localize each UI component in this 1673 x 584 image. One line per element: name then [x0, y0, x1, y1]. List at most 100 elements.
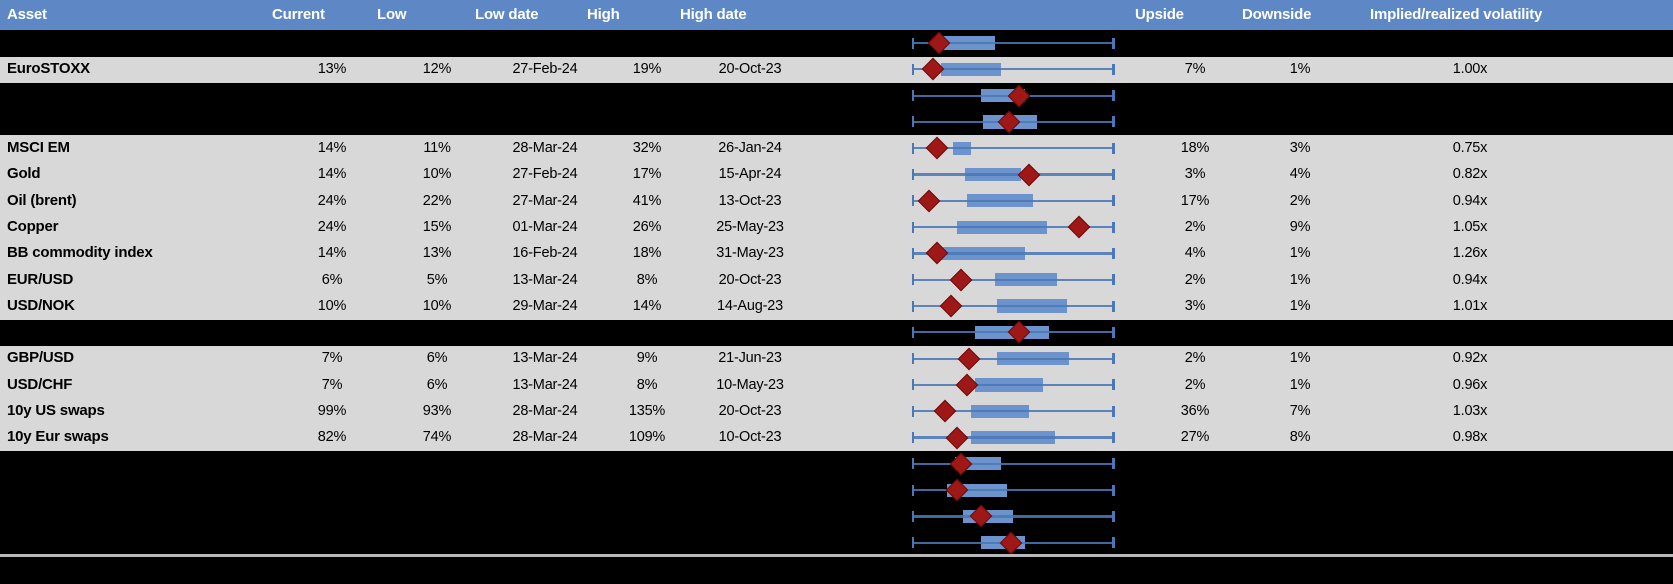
whisker-cap-right-icon: [1112, 90, 1115, 102]
cell-downside: 4%: [1289, 166, 1311, 183]
cell-current: 99%: [317, 403, 347, 420]
cell-high-date: 26-Jan-24: [718, 140, 782, 157]
whisker-cap-right-icon: [1112, 274, 1115, 286]
current-marker-diamond-icon: [957, 347, 981, 370]
asset-label: EuroSTOXX: [7, 60, 90, 78]
cell-low-date: 16-Feb-24: [512, 245, 578, 262]
col-header-upside: Upside: [1135, 6, 1184, 23]
boxplot-row: [0, 240, 1673, 266]
whisker-cap-left-icon: [911, 274, 914, 286]
cell-current: 7%: [321, 376, 343, 393]
cell-upside: 4%: [1184, 245, 1206, 262]
cell-upside: 2%: [1184, 376, 1206, 393]
cell-current: 14%: [317, 140, 347, 157]
whisker-line: [913, 278, 1113, 281]
whisker-line: [913, 410, 1113, 413]
whisker-cap-right-icon: [1112, 326, 1115, 338]
cell-high: 109%: [628, 429, 666, 446]
table-row: Gold 14% 10% 27-Feb-24 17% 15-Apr-24 3% …: [0, 161, 1673, 187]
col-header-high-date: High date: [680, 6, 747, 23]
current-marker-diamond-icon: [917, 189, 941, 213]
boxplot-row: [0, 345, 1673, 371]
boxplot-row: [0, 477, 1673, 503]
col-header-high: High: [587, 6, 620, 23]
whisker-cap-right-icon: [1112, 432, 1115, 444]
table-row: GBP/USD 7% 6% 13-Mar-24 9% 21-Jun-23 2% …: [0, 345, 1673, 371]
whisker-cap-right-icon: [1112, 195, 1115, 207]
cell-high-date: 21-Jun-23: [718, 350, 782, 367]
current-marker-diamond-icon: [997, 110, 1021, 134]
cell-implied-realized: 0.96x: [1452, 376, 1488, 393]
cell-downside: 1%: [1289, 376, 1311, 393]
current-marker-diamond-icon: [949, 268, 973, 292]
whisker-line: [913, 199, 1113, 202]
whisker-cap-left-icon: [911, 300, 914, 312]
current-marker-diamond-icon: [999, 531, 1023, 555]
cell-current: 14%: [317, 166, 347, 183]
cell-downside: 3%: [1289, 140, 1311, 157]
cell-high-date: 10-Oct-23: [718, 429, 782, 446]
cell-upside: 2%: [1184, 218, 1206, 235]
current-marker-diamond-icon: [1067, 215, 1091, 239]
col-header-current: Current: [272, 6, 325, 23]
asset-label: BB commodity index: [7, 244, 153, 262]
asset-label: GBP/USD: [7, 349, 74, 367]
whisker-cap-left-icon: [911, 326, 914, 338]
cell-upside: 18%: [1180, 140, 1210, 157]
cell-implied-realized: 0.92x: [1452, 350, 1488, 367]
current-marker-diamond-icon: [949, 452, 973, 476]
whisker-cap-left-icon: [911, 537, 914, 549]
whisker-cap-left-icon: [911, 353, 914, 365]
bottom-divider: [0, 554, 1673, 557]
cell-upside: 2%: [1184, 350, 1206, 367]
cell-low: 10%: [422, 297, 452, 314]
whisker-line: [913, 304, 1113, 308]
cell-low-date: 13-Mar-24: [512, 376, 578, 393]
whisker-line: [913, 383, 1113, 387]
cell-high: 17%: [632, 166, 662, 183]
whisker-cap-right-icon: [1112, 353, 1115, 365]
boxplot-row: [0, 424, 1673, 450]
cell-downside: 8%: [1289, 429, 1311, 446]
cell-high-date: 25-May-23: [716, 218, 784, 235]
whisker-cap-right-icon: [1112, 300, 1115, 312]
cell-low: 22%: [422, 192, 452, 209]
table-row: Copper 24% 15% 01-Mar-24 26% 25-May-23 2…: [0, 214, 1673, 240]
boxplot-row: [0, 267, 1673, 293]
cell-downside: 1%: [1289, 61, 1311, 78]
cell-high: 135%: [628, 403, 666, 420]
cell-implied-realized: 0.94x: [1452, 271, 1488, 288]
cell-high-date: 20-Oct-23: [718, 61, 782, 78]
current-marker-diamond-icon: [939, 294, 963, 318]
cell-implied-realized: 1.05x: [1452, 218, 1488, 235]
whisker-line: [913, 173, 1113, 176]
whisker-cap-left-icon: [911, 63, 914, 75]
whisker-cap-left-icon: [911, 405, 914, 417]
cell-low-date: 01-Mar-24: [512, 218, 578, 235]
cell-upside: 17%: [1180, 192, 1210, 209]
current-marker-diamond-icon: [927, 31, 951, 55]
col-header-low: Low: [377, 6, 407, 23]
cell-low: 11%: [423, 140, 451, 157]
current-marker-diamond-icon: [945, 478, 969, 502]
row-background-band: [0, 135, 1673, 320]
whisker-cap-right-icon: [1112, 116, 1115, 128]
cell-current: 24%: [317, 192, 347, 209]
whisker-cap-left-icon: [911, 90, 914, 102]
table-row: USD/CHF 7% 6% 13-Mar-24 8% 10-May-23 2% …: [0, 372, 1673, 398]
whisker-cap-right-icon: [1112, 379, 1115, 391]
cell-high: 8%: [636, 376, 658, 393]
whisker-cap-left-icon: [911, 379, 914, 391]
cell-low: 6%: [426, 350, 448, 367]
cell-high-date: 20-Oct-23: [718, 403, 782, 420]
row-background-band: [0, 56, 1673, 84]
current-marker-diamond-icon: [955, 373, 979, 397]
boxplot-row: [0, 188, 1673, 214]
cell-low-date: 13-Mar-24: [512, 350, 578, 367]
cell-current: 24%: [317, 218, 347, 235]
asset-label: MSCI EM: [7, 139, 70, 157]
cell-downside: 1%: [1289, 271, 1311, 288]
cell-high: 8%: [636, 271, 658, 288]
cell-downside: 2%: [1289, 192, 1311, 209]
